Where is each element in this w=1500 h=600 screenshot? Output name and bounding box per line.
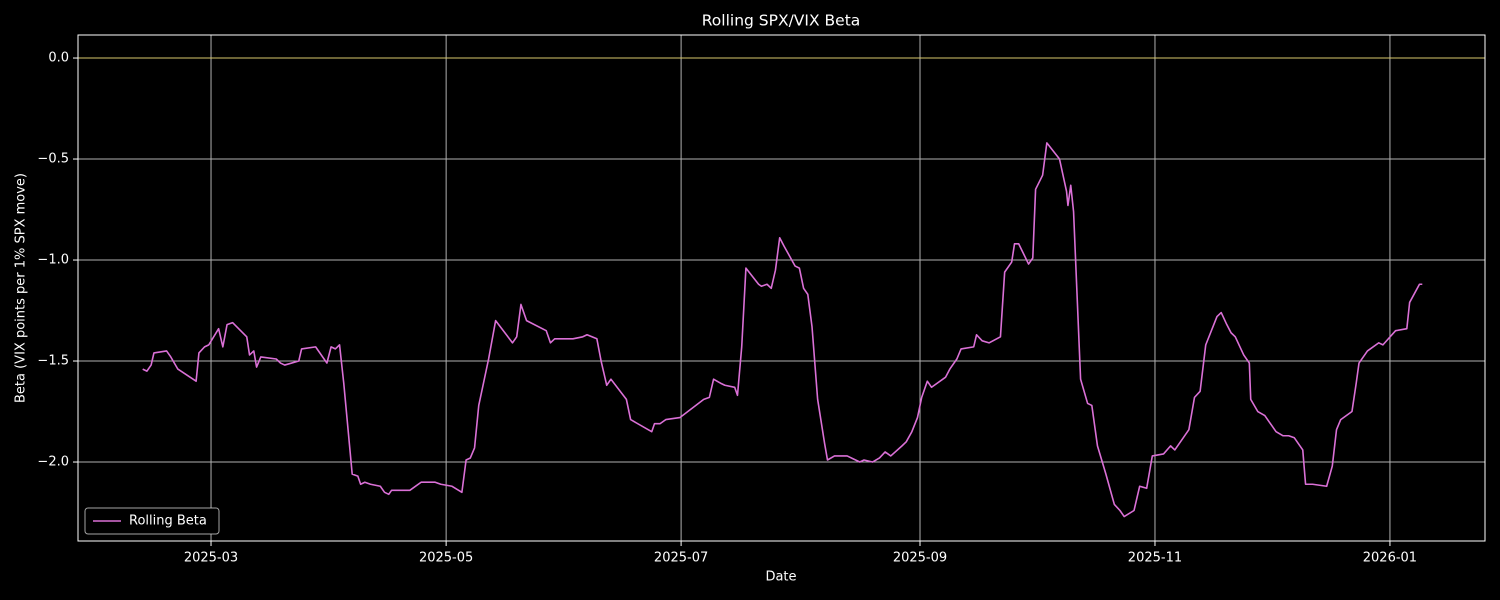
- x-tick-label: 2025-07: [654, 551, 708, 566]
- y-axis-label: Beta (VIX points per 1% SPX move): [14, 173, 29, 403]
- legend-label: Rolling Beta: [129, 514, 207, 529]
- x-tick-label: 2025-09: [893, 551, 947, 566]
- x-tick-label: 2025-03: [184, 551, 238, 566]
- series-line: [142, 142, 1423, 518]
- y-tick-label: 0.0: [48, 51, 69, 66]
- y-tick-label: −1.0: [37, 253, 69, 268]
- y-tick-label: −2.0: [37, 455, 69, 470]
- x-axis-label: Date: [765, 570, 796, 585]
- legend-box: [84, 507, 220, 535]
- axes-frame: [77, 34, 1486, 542]
- x-tick-label: 2026-01: [1363, 551, 1417, 566]
- y-tick-label: −0.5: [37, 152, 69, 167]
- x-tick-label: 2025-11: [1128, 551, 1182, 566]
- x-tick-label: 2025-05: [419, 551, 473, 566]
- chart-title: Rolling SPX/VIX Beta: [702, 12, 861, 30]
- y-tick-label: −1.5: [37, 354, 69, 369]
